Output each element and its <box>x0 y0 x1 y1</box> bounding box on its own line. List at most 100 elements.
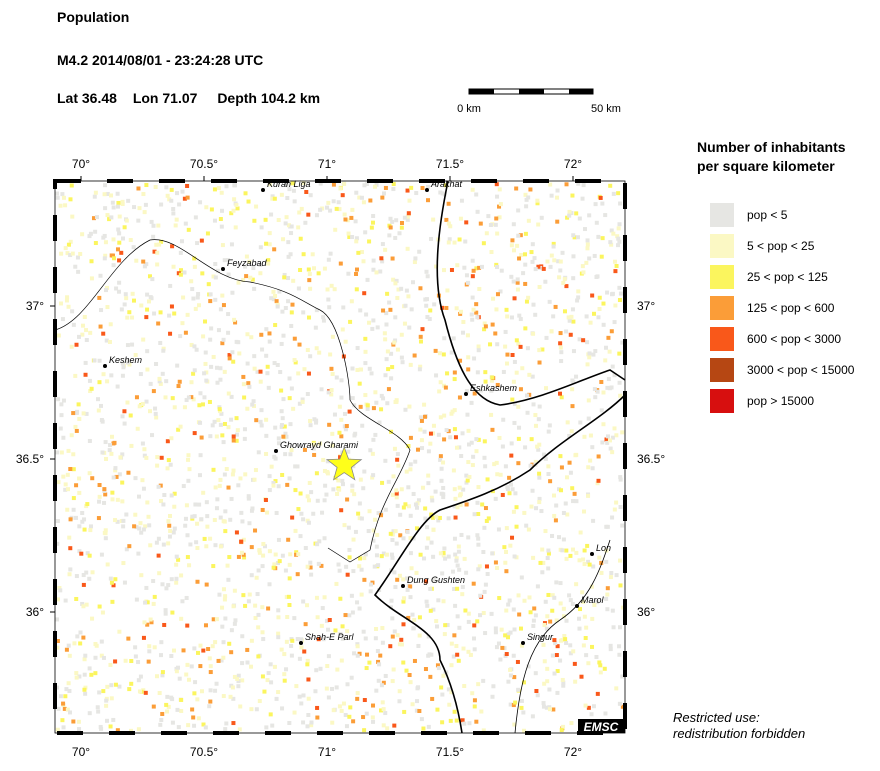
pop-cell <box>159 717 164 722</box>
pop-cell <box>446 554 451 559</box>
pop-cell <box>271 483 276 488</box>
pop-cell <box>533 459 538 464</box>
pop-cell <box>87 438 92 443</box>
pop-cell <box>109 253 114 258</box>
pop-cell <box>224 721 229 726</box>
pop-cell <box>151 578 156 583</box>
pop-cell <box>203 361 208 366</box>
pop-cell <box>294 552 299 557</box>
pop-cell <box>483 582 488 587</box>
pop-cell <box>330 443 335 448</box>
pop-cell <box>355 653 360 658</box>
pop-cell <box>184 595 189 600</box>
pop-cell <box>571 649 576 654</box>
pop-cell <box>253 528 258 533</box>
pop-cell <box>352 651 357 656</box>
pop-cell <box>291 188 296 193</box>
pop-cell <box>313 325 318 330</box>
pop-cell <box>349 593 354 598</box>
pop-cell <box>498 289 503 294</box>
pop-cell <box>329 366 334 371</box>
pop-cell <box>551 244 556 249</box>
city-dot <box>575 604 579 608</box>
pop-cell <box>282 272 287 277</box>
pop-cell <box>501 417 506 422</box>
pop-cell <box>248 275 253 280</box>
pop-cell <box>121 365 126 370</box>
pop-cell <box>157 242 162 247</box>
pop-cell <box>78 630 83 635</box>
pop-cell <box>160 673 165 678</box>
pop-cell <box>550 533 555 538</box>
pop-cell <box>167 534 172 539</box>
pop-cell <box>308 286 313 291</box>
pop-cell <box>344 424 349 429</box>
pop-cell <box>418 339 423 344</box>
pop-cell <box>519 575 524 580</box>
scale-bar: 0 km 50 km <box>457 88 621 115</box>
pop-cell <box>361 629 366 634</box>
pop-cell <box>294 684 299 689</box>
pop-cell <box>590 293 595 298</box>
pop-cell <box>95 705 100 710</box>
pop-cell <box>489 412 494 417</box>
pop-cell <box>285 482 290 487</box>
pop-cell <box>489 250 494 255</box>
pop-cell <box>494 460 499 465</box>
pop-cell <box>605 290 610 295</box>
pop-cell <box>441 352 446 357</box>
pop-cell <box>575 235 580 240</box>
pop-cell <box>217 407 222 412</box>
pop-cell <box>243 191 248 196</box>
pop-cell <box>590 616 595 621</box>
pop-cell <box>443 623 448 628</box>
pop-cell <box>291 278 296 283</box>
pop-cell <box>246 599 251 604</box>
pop-cell <box>302 447 307 452</box>
pop-cell <box>320 606 325 611</box>
pop-cell <box>55 541 60 546</box>
pop-cell <box>176 725 181 730</box>
pop-cell <box>399 332 404 337</box>
pop-cell <box>312 442 317 447</box>
pop-cell <box>518 387 523 392</box>
pop-cell <box>77 416 82 421</box>
pop-cell <box>476 536 481 541</box>
pop-cell <box>437 351 442 356</box>
pop-cell <box>441 492 446 497</box>
pop-cell <box>368 448 373 453</box>
pop-cell <box>504 569 509 574</box>
pop-cell <box>271 481 276 486</box>
pop-cell <box>196 716 201 721</box>
pop-cell <box>418 427 423 432</box>
pop-cell <box>163 608 168 613</box>
pop-cell <box>121 524 126 529</box>
depth-unit: km <box>300 90 320 106</box>
pop-cell <box>191 715 196 720</box>
pop-cell <box>208 670 213 675</box>
pop-cell <box>276 690 281 695</box>
pop-cell <box>161 346 166 351</box>
pop-cell <box>523 281 528 286</box>
pop-cell <box>293 464 298 469</box>
pop-cell <box>279 192 284 197</box>
pop-cell <box>181 295 186 300</box>
pop-cell <box>562 277 567 282</box>
pop-cell <box>575 298 580 303</box>
pop-cell <box>290 638 295 643</box>
pop-cell <box>230 350 235 355</box>
pop-cell <box>125 400 130 405</box>
pop-cell <box>249 707 254 712</box>
pop-cell <box>336 562 341 567</box>
pop-cell <box>530 714 535 719</box>
pop-cell <box>127 310 132 315</box>
pop-cell <box>181 648 186 653</box>
pop-cell <box>149 219 154 224</box>
pop-cell <box>521 710 526 715</box>
pop-cell <box>67 572 72 577</box>
pop-cell <box>599 254 604 259</box>
pop-cell <box>276 436 281 441</box>
pop-cell <box>65 507 70 512</box>
pop-cell <box>259 408 264 413</box>
pop-cell <box>218 366 223 371</box>
